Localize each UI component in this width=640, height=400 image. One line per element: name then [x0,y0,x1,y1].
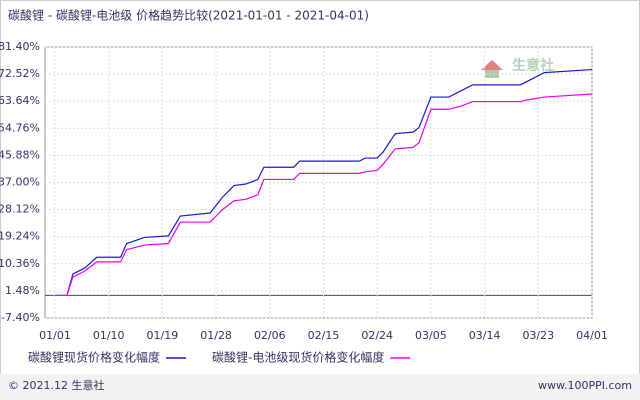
footer-bar [0,374,640,400]
legend-label: 碳酸锂现货价格变化幅度 [28,350,160,365]
x-tick-label: 04/01 [576,329,608,342]
x-tick-label: 03/23 [522,329,554,342]
x-tick-label: 02/15 [308,329,340,342]
x-tick-label: 01/28 [200,329,232,342]
x-tick-label: 02/24 [361,329,393,342]
x-tick-label: 03/14 [469,329,501,342]
logo-house [485,70,499,78]
y-tick-label: 63.64% [0,94,40,107]
y-tick-label: 37.00% [0,176,40,189]
y-tick-label: 72.52% [0,67,40,80]
logo-roof [481,60,503,70]
y-tick-label: 10.36% [0,257,40,270]
footer-left: © 2021.12 生意社 [8,378,104,392]
y-tick-label: 19.24% [0,230,40,243]
x-tick-label: 03/05 [415,329,447,342]
x-tick-label: 02/06 [254,329,286,342]
footer-right: www.100PPI.com [538,379,632,392]
chart-title: 碳酸锂 - 碳酸锂-电池级 价格趋势比较(2021-01-01 - 2021-0… [8,8,369,23]
y-tick-label: 28.12% [0,203,40,216]
legend-label: 碳酸锂-电池级现货价格变化幅度 [212,350,384,365]
y-tick-label: 54.76% [0,121,40,134]
series-line [55,93,593,297]
watermark: 生意社 [512,57,554,74]
y-tick-label: 1.48% [5,284,40,297]
series-line [55,68,593,297]
x-tick-label: 01/01 [39,329,71,342]
y-tick-label: 45.88% [0,148,40,161]
watermark-logo [481,60,503,78]
x-tick-label: 01/19 [147,329,179,342]
y-tick-label: 81.40% [0,40,40,53]
x-tick-label: 01/10 [93,329,125,342]
y-tick-label: -7.40% [1,311,40,324]
